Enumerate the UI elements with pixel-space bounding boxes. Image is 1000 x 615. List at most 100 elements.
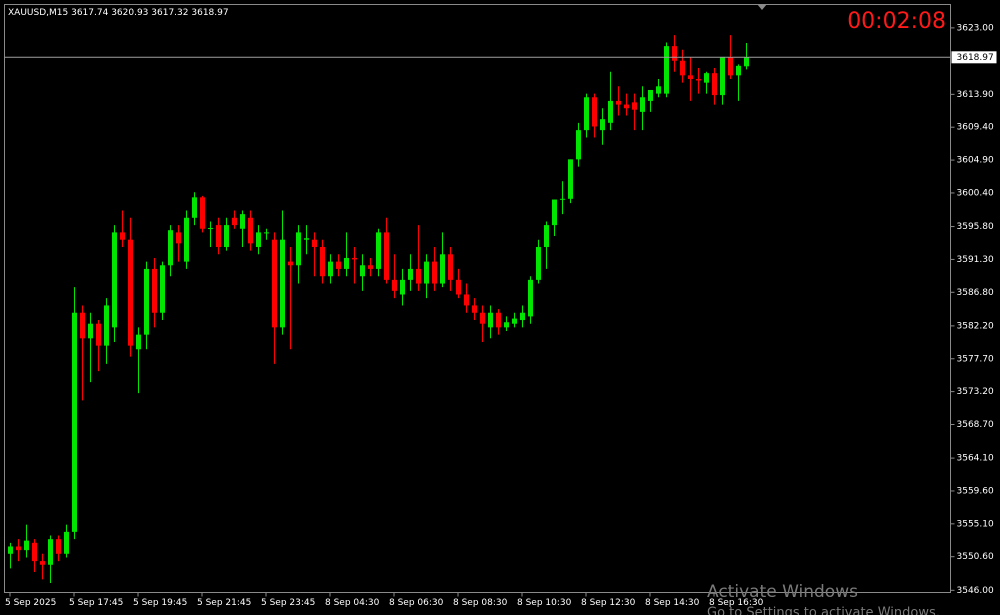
candle-body bbox=[120, 232, 125, 240]
candle-body bbox=[560, 198, 565, 200]
watermark-title: Activate Windows bbox=[707, 582, 858, 602]
open-value: 3617.74 bbox=[71, 8, 108, 18]
y-tick-label: 3623.00 bbox=[957, 23, 994, 33]
candle-body bbox=[152, 268, 157, 313]
candle-body bbox=[352, 257, 357, 260]
candle-body bbox=[600, 119, 605, 131]
candle-body bbox=[440, 254, 445, 284]
candle-body bbox=[448, 254, 453, 280]
y-tick-label: 3564.10 bbox=[957, 454, 994, 464]
candle-body bbox=[216, 225, 221, 248]
candle-body bbox=[16, 546, 21, 551]
candle-body bbox=[624, 104, 629, 109]
candle-body bbox=[528, 279, 533, 317]
candle-body bbox=[192, 197, 197, 218]
y-tick-label: 3595.80 bbox=[957, 222, 994, 232]
candle-body bbox=[128, 239, 133, 346]
candle-body bbox=[256, 232, 261, 248]
x-tick-label: 8 Sep 14:30 bbox=[645, 598, 700, 608]
y-tick-label: 3600.40 bbox=[957, 188, 994, 198]
y-tick-label: 3604.90 bbox=[957, 156, 994, 166]
candle-body bbox=[312, 239, 317, 248]
candle-body bbox=[480, 312, 485, 324]
candle-body bbox=[672, 46, 677, 61]
candle-body bbox=[384, 232, 389, 280]
candle-body bbox=[424, 261, 429, 284]
candle-body bbox=[232, 217, 237, 226]
candle-body bbox=[536, 247, 541, 280]
candle-body bbox=[40, 561, 45, 565]
candle-body bbox=[648, 89, 653, 101]
candle-body bbox=[704, 73, 709, 83]
candle-body bbox=[616, 100, 621, 105]
candle-body bbox=[360, 265, 365, 277]
x-tick-label: 5 Sep 21:45 bbox=[197, 598, 251, 608]
x-tick-label: 5 Sep 19:45 bbox=[133, 598, 187, 608]
y-tick-label: 3546.00 bbox=[957, 586, 994, 596]
y-tick-label: 3582.20 bbox=[957, 321, 994, 331]
candle-body bbox=[168, 230, 173, 266]
candle-body bbox=[264, 232, 269, 234]
x-tick-label: 8 Sep 16:30 bbox=[709, 598, 764, 608]
candle-body bbox=[408, 268, 413, 280]
candle-body bbox=[240, 214, 245, 229]
x-tick-label: 5 Sep 2025 bbox=[5, 598, 56, 608]
candle-body bbox=[472, 305, 477, 313]
candle-body bbox=[728, 57, 733, 76]
candle-body bbox=[96, 323, 101, 346]
candle-body bbox=[272, 239, 277, 328]
candle-body bbox=[376, 232, 381, 269]
candle-body bbox=[368, 265, 373, 269]
x-tick-label: 8 Sep 08:30 bbox=[453, 598, 508, 608]
x-tick-label: 5 Sep 23:45 bbox=[261, 598, 315, 608]
candle-body bbox=[248, 217, 253, 244]
candle-body bbox=[656, 86, 661, 94]
header: XAUUSD,M15 3617.74 3620.93 3617.32 3618.… bbox=[8, 8, 229, 18]
candle-body bbox=[288, 261, 293, 266]
candle-body bbox=[416, 268, 421, 284]
candle-body bbox=[280, 239, 285, 328]
plot-frame bbox=[4, 4, 951, 593]
candle-body bbox=[512, 318, 517, 324]
candle-body bbox=[112, 232, 117, 328]
y-tick-label: 3577.70 bbox=[957, 354, 994, 364]
current-price-label: 3618.97 bbox=[957, 53, 994, 63]
candle-body bbox=[632, 102, 637, 110]
candle-body bbox=[88, 323, 93, 339]
candle-body bbox=[304, 238, 309, 240]
candle-body bbox=[184, 217, 189, 262]
candle-body bbox=[136, 334, 141, 350]
y-tick-label: 3573.20 bbox=[957, 387, 994, 397]
candle-body bbox=[48, 539, 53, 565]
candle-body bbox=[664, 46, 669, 94]
candle-body bbox=[392, 279, 397, 291]
high-value: 3620.93 bbox=[111, 8, 148, 18]
candle-body bbox=[296, 232, 301, 266]
y-tick-label: 3568.70 bbox=[957, 420, 994, 430]
y-tick-label: 3609.40 bbox=[957, 123, 994, 133]
candle-body bbox=[104, 305, 109, 346]
candle-body bbox=[744, 57, 749, 67]
candle-body bbox=[520, 312, 525, 321]
y-tick-label: 3559.60 bbox=[957, 486, 994, 496]
x-tick-label: 8 Sep 06:30 bbox=[389, 598, 444, 608]
watermark-subtitle: Go to Settings to activate Windows. bbox=[707, 606, 940, 615]
close-value: 3618.97 bbox=[191, 8, 228, 18]
candle-body bbox=[224, 225, 229, 248]
x-tick-label: 8 Sep 12:30 bbox=[581, 598, 636, 608]
symbol: XAUUSD,M15 bbox=[8, 8, 68, 18]
candle-body bbox=[592, 97, 597, 127]
candle-body bbox=[488, 312, 493, 328]
candle-body bbox=[608, 100, 613, 123]
y-tick-label: 3555.10 bbox=[957, 519, 994, 529]
candle-body bbox=[640, 97, 645, 112]
candle-body bbox=[432, 261, 437, 284]
candle-body bbox=[176, 232, 181, 244]
y-tick-label: 3613.90 bbox=[957, 90, 994, 100]
candle-body bbox=[72, 312, 77, 532]
candle-body bbox=[208, 228, 213, 230]
low-value: 3617.32 bbox=[151, 8, 188, 18]
y-tick-label: 3591.30 bbox=[957, 255, 994, 265]
countdown: 00:02:08 bbox=[847, 9, 946, 34]
